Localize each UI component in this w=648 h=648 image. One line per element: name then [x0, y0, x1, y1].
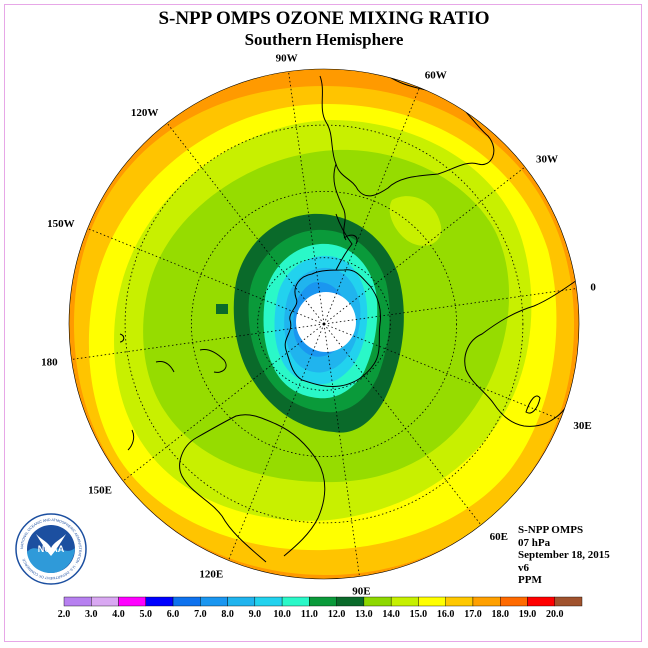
legend-tick-label: 8.0	[221, 609, 234, 620]
info-date: September 18, 2015	[518, 549, 610, 561]
meridian-line	[323, 323, 561, 420]
noaa-logo-text: NOAA	[38, 544, 65, 554]
legend-color-box	[445, 596, 474, 607]
latitude-circle	[257, 257, 391, 391]
map-boundary	[68, 68, 580, 580]
product-info: S-NPP OMPS 07 hPa September 18, 2015 v6 …	[518, 524, 610, 587]
meridian-label: 90W	[276, 53, 298, 65]
legend-color-box	[254, 596, 283, 607]
legend-color-box	[363, 596, 392, 607]
meridian-line	[166, 122, 325, 325]
meridian-label: 30E	[573, 420, 591, 432]
legend-tick-label: 20.0	[546, 609, 564, 620]
legend-color-box	[118, 596, 146, 607]
legend-tick-label: 3.0	[85, 609, 98, 620]
map-title: S-NPP OMPS OZONE MIXING RATIO	[158, 8, 490, 29]
meridian-label: 60W	[425, 70, 447, 82]
latitude-circle	[190, 190, 458, 458]
legend-tick-label: 7.0	[194, 609, 207, 620]
meridian-label: 90E	[352, 585, 370, 597]
meridian-label: 180	[41, 356, 58, 368]
field-band-12-patch	[216, 304, 228, 314]
legend-tick-label: 10.0	[273, 609, 291, 620]
noaa-logo: NOAA NATIONAL OCEANIC AND ATMOSPHERIC AD…	[14, 512, 88, 591]
meridian-line	[228, 323, 325, 561]
coastline-madagascar	[525, 395, 541, 414]
latitude-circle	[124, 124, 524, 524]
figure-frame	[4, 4, 642, 642]
legend-tick-label: 5.0	[140, 609, 153, 620]
meridian-line	[87, 228, 325, 325]
ozone-field	[69, 69, 579, 579]
info-units: PPM	[518, 574, 542, 586]
legend-tick-labels: 2.0 3.0 4.0 5.0 6.0 7.0 8.0 9.0 10.0 11.0 12.0 13.0…	[58, 609, 564, 620]
legend-tick-label: 19.0	[519, 609, 537, 620]
legend-tick-label: 16.0	[437, 609, 455, 620]
legend-color-box	[281, 596, 310, 607]
legend-color-box	[91, 596, 119, 607]
meridian-label: 150W	[47, 218, 75, 230]
legend-tick-label: 13.0	[355, 609, 373, 620]
legend-tick-label: 4.0	[112, 609, 125, 620]
meridian-line	[288, 71, 325, 325]
meridian-label: 30W	[536, 153, 558, 165]
meridian-line	[122, 323, 325, 482]
map-subtitle: Southern Hemisphere	[244, 30, 404, 49]
legend-color-box	[145, 596, 174, 607]
meridian-line	[323, 87, 420, 325]
coastlines	[119, 69, 579, 563]
meridian-line	[323, 288, 577, 325]
meridian-labels: 90W 60W 30W 0 30E 60E 90E 120E 150E 180 150W 120W	[41, 53, 596, 598]
pole-dot	[322, 322, 326, 326]
meridian-label: 150E	[88, 485, 112, 497]
info-product: S-NPP OMPS	[518, 524, 584, 536]
legend-tick-label: 12.0	[328, 609, 346, 620]
meridian-label: 120W	[131, 107, 159, 119]
meridian-line	[323, 166, 526, 325]
legend-tick-label: 2.0	[58, 609, 71, 620]
meridian-label: 0	[590, 282, 596, 294]
legend-color-boxes	[63, 596, 583, 607]
legend-color-box	[172, 596, 201, 607]
coastline-asia-fragment	[119, 333, 135, 451]
info-version: v6	[518, 561, 529, 574]
meridian-line	[323, 323, 482, 526]
meridian-label: 120E	[199, 568, 223, 580]
legend-tick-label: 6.0	[167, 609, 180, 620]
legend-color-box	[390, 596, 419, 607]
legend-tick-label: 15.0	[410, 609, 428, 620]
meridian-label: 60E	[490, 531, 508, 543]
legend-color-box	[554, 596, 583, 607]
legend-tick-label: 11.0	[301, 609, 318, 620]
meridian-line	[323, 323, 360, 577]
legend-tick-label: 18.0	[491, 609, 509, 620]
legend-color-box	[227, 596, 256, 607]
legend-color-box	[309, 596, 337, 607]
legend-color-box	[527, 596, 555, 607]
legend-color-box	[63, 596, 92, 607]
legend-tick-label: 17.0	[464, 609, 482, 620]
coastline-antarctic-peninsula	[335, 213, 358, 271]
legend-color-box	[418, 596, 446, 607]
legend-color-box	[336, 596, 365, 607]
legend-color-box	[500, 596, 528, 607]
meridian-line	[71, 323, 325, 360]
legend-color-box	[200, 596, 228, 607]
graticule	[71, 71, 577, 577]
legend-color-box	[472, 596, 501, 607]
info-level: 07 hPa	[518, 536, 551, 549]
coastline-africa	[464, 277, 579, 427]
legend-tick-label: 14.0	[382, 609, 400, 620]
coastline-antarctica	[284, 269, 381, 387]
field-band-14-island	[389, 196, 442, 246]
coastline-new-zealand	[155, 349, 227, 373]
legend-tick-label: 9.0	[249, 609, 262, 620]
coastline-australia	[179, 414, 326, 563]
